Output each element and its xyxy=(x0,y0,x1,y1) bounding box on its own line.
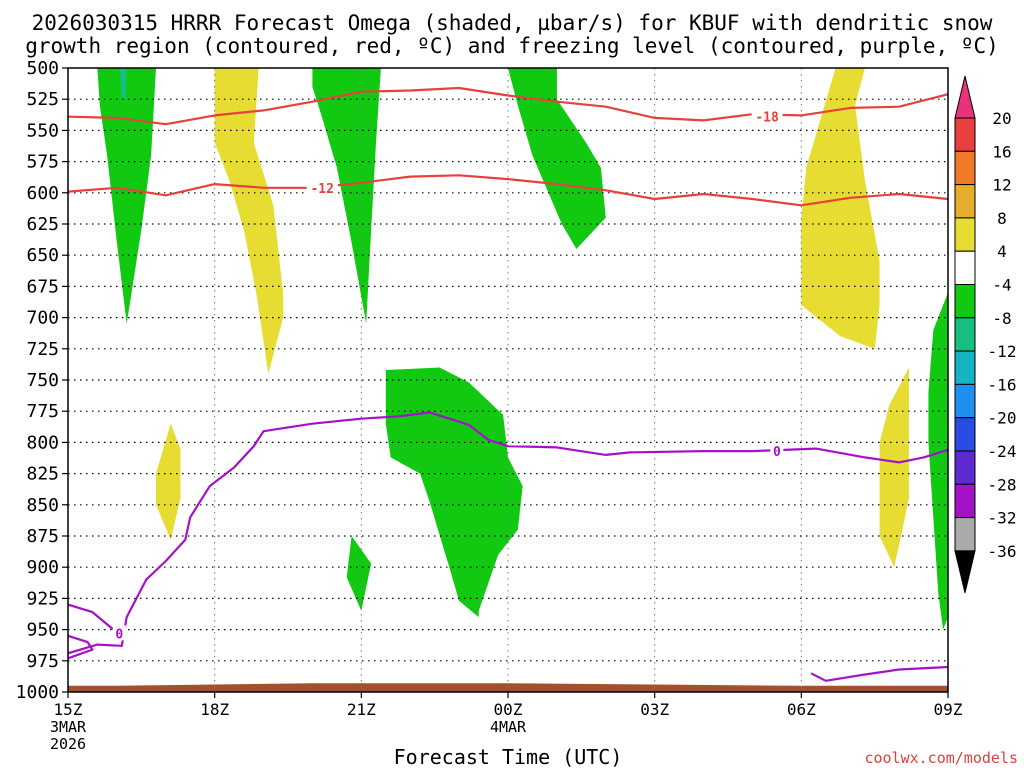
x-axis-label: Forecast Time (UTC) xyxy=(394,745,623,768)
y-tick-label: 525 xyxy=(26,89,59,110)
y-tick-label: 875 xyxy=(26,526,59,547)
y-tick-label: 800 xyxy=(26,432,59,453)
omega-region-neg4 xyxy=(385,367,523,618)
contour-label-dgz-lower: -12 xyxy=(310,182,333,197)
colorbar: 20 16 12 8 4 -4 -8 -12 -16 -20 -24 -28 -32 -36 xyxy=(954,75,1017,594)
y-tick-label: 775 xyxy=(26,401,59,422)
y-tick-label: 700 xyxy=(26,308,59,329)
x-tick-label: 18Z xyxy=(200,700,229,719)
contour-label-freezing: 0 xyxy=(773,445,781,460)
omega-region-neg4 xyxy=(312,68,381,324)
colorbar-label: -24 xyxy=(988,442,1017,461)
y-tick-label: 550 xyxy=(26,120,59,141)
colorbar-label: -16 xyxy=(988,375,1017,394)
omega-region-pos4 xyxy=(801,68,880,349)
y-tick-label: 600 xyxy=(26,183,59,204)
y-tick-label: 500 xyxy=(26,58,59,79)
grid-lines xyxy=(68,68,948,692)
x-tick-label: 21Z xyxy=(347,700,376,719)
contours: -18 -12 0 0 xyxy=(68,86,948,682)
colorbar-label: -4 xyxy=(992,276,1011,295)
y-tick-label: 575 xyxy=(26,152,59,173)
colorbar-label: 20 xyxy=(992,109,1011,128)
colorbar-segment xyxy=(954,350,976,385)
colorbar-label: 12 xyxy=(992,176,1011,195)
omega-region-neg4 xyxy=(346,536,372,611)
colorbar-segment xyxy=(954,117,976,152)
colorbar-segment xyxy=(954,517,976,552)
freezing-level-contour-4 xyxy=(810,665,948,682)
contour-label-freezing-low-bg xyxy=(112,625,126,641)
y-tick-label: 825 xyxy=(26,464,59,485)
y-tick-label: 725 xyxy=(26,339,59,360)
y-tick-label: 950 xyxy=(26,620,59,641)
x-tick-label: 09Z xyxy=(934,700,963,719)
colorbar-label: 16 xyxy=(992,142,1011,161)
contour-label-dgz-lower-bg xyxy=(306,179,338,195)
omega-region-neg4 xyxy=(508,68,606,249)
x-tick-sublabel: 4MAR xyxy=(490,718,527,736)
y-tick-label: 975 xyxy=(26,651,59,672)
omega-region-pos4 xyxy=(879,367,909,568)
omega-region-neg8 xyxy=(119,68,127,100)
colorbar-segment xyxy=(954,483,976,519)
y-tick-label: 750 xyxy=(26,370,59,391)
colorbar-label: 8 xyxy=(997,209,1007,228)
omega-shading xyxy=(97,68,1016,636)
colorbar-segment xyxy=(954,417,976,452)
omega-region-pos4 xyxy=(156,423,181,540)
colorbar-segment xyxy=(954,450,976,485)
x-tick-sublabel: 3MAR xyxy=(50,718,87,736)
colorbar-segment xyxy=(954,217,976,252)
y-tick-label: 900 xyxy=(26,557,59,578)
colorbar-label: -36 xyxy=(988,542,1017,561)
chart-title-line2: growth region (contoured, red, ºC) and f… xyxy=(25,34,999,58)
colorbar-label: -20 xyxy=(988,409,1017,428)
colorbar-segment xyxy=(954,150,976,186)
colorbar-label: -32 xyxy=(988,509,1017,528)
omega-region-neg4 xyxy=(97,68,156,324)
colorbar-segment xyxy=(954,284,976,319)
colorbar-segment xyxy=(954,184,976,219)
freezing-level-contour-3 xyxy=(68,634,94,660)
colorbar-label: 4 xyxy=(997,242,1007,261)
colorbar-label: -8 xyxy=(992,309,1011,328)
y-tick-label: 625 xyxy=(26,214,59,235)
x-tick-sublabel2: 2026 xyxy=(50,735,86,753)
y-tick-label: 925 xyxy=(26,588,59,609)
y-tick-label: 675 xyxy=(26,276,59,297)
contour-label-freezing-low: 0 xyxy=(115,627,123,642)
dgz-lower-contour xyxy=(68,174,948,207)
x-tick-label: 15Z xyxy=(54,700,83,719)
chart-title-line1: 2026030315 HRRR Forecast Omega (shaded, … xyxy=(32,11,993,35)
axes: 500 525 550 575 600 625 650 675 700 725 750 775 800 8… xyxy=(16,58,963,753)
x-tick-label: 06Z xyxy=(787,700,816,719)
colorbar-top-arrow xyxy=(954,75,976,119)
omega-region-pos4 xyxy=(214,68,284,374)
dgz-upper-contour xyxy=(68,86,948,126)
y-tick-label: 850 xyxy=(26,495,59,516)
x-tick-label: 03Z xyxy=(640,700,669,719)
colorbar-bottom-arrow xyxy=(954,550,976,594)
credit-text: coolwx.com/models xyxy=(864,749,1018,767)
colorbar-segment xyxy=(954,317,976,352)
colorbar-segment xyxy=(954,250,976,285)
x-tick-label: 00Z xyxy=(494,700,523,719)
omega-region-neg4 xyxy=(928,292,948,630)
contour-label-dgz-upper: -18 xyxy=(755,111,779,126)
y-tick-label: 1000 xyxy=(16,682,59,703)
colorbar-segment xyxy=(954,383,976,419)
colorbar-label: -12 xyxy=(988,342,1017,361)
surface-ground xyxy=(68,683,948,692)
surface-layer xyxy=(68,683,948,692)
y-tick-label: 650 xyxy=(26,245,59,266)
contour-label-freezing-bg xyxy=(770,443,784,459)
omega-region-pos4 xyxy=(977,243,1016,636)
contour-label-dgz-upper-bg xyxy=(751,108,783,124)
colorbar-label: -28 xyxy=(988,475,1017,494)
